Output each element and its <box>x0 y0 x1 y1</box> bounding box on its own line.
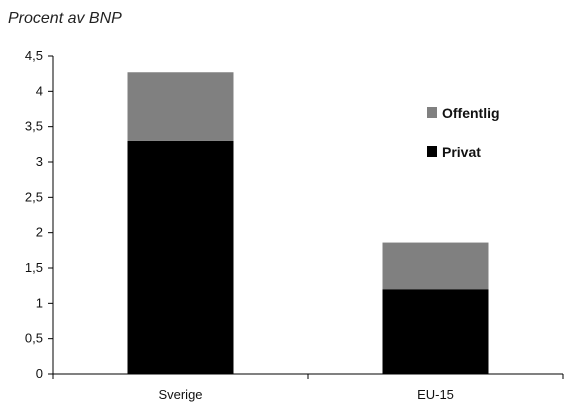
legend-swatch-offentlig <box>427 107 437 118</box>
bar-offentlig-sverige <box>127 72 234 141</box>
y-tick-label: 2 <box>36 225 43 240</box>
y-tick-label: 3,5 <box>25 119 43 134</box>
bar-privat-eu-15 <box>382 289 489 374</box>
y-tick-label: 2,5 <box>25 189 43 204</box>
legend-label-privat: Privat <box>442 144 481 160</box>
x-category-label: EU-15 <box>417 387 454 402</box>
y-tick-label: 3 <box>36 154 43 169</box>
y-tick-label: 0,5 <box>25 331 43 346</box>
y-tick-label: 4 <box>36 83 43 98</box>
y-tick-label: 1,5 <box>25 260 43 275</box>
bar-privat-sverige <box>127 140 234 374</box>
y-tick-label: 0 <box>36 366 43 381</box>
legend-swatch-privat <box>427 146 437 157</box>
x-category-label: Sverige <box>158 387 202 402</box>
y-tick-label: 4,5 <box>25 48 43 63</box>
legend-label-offentlig: Offentlig <box>442 105 500 121</box>
chart-title: Procent av BNP <box>8 10 122 27</box>
y-tick-label: 1 <box>36 295 43 310</box>
bar-offentlig-eu-15 <box>382 242 489 290</box>
